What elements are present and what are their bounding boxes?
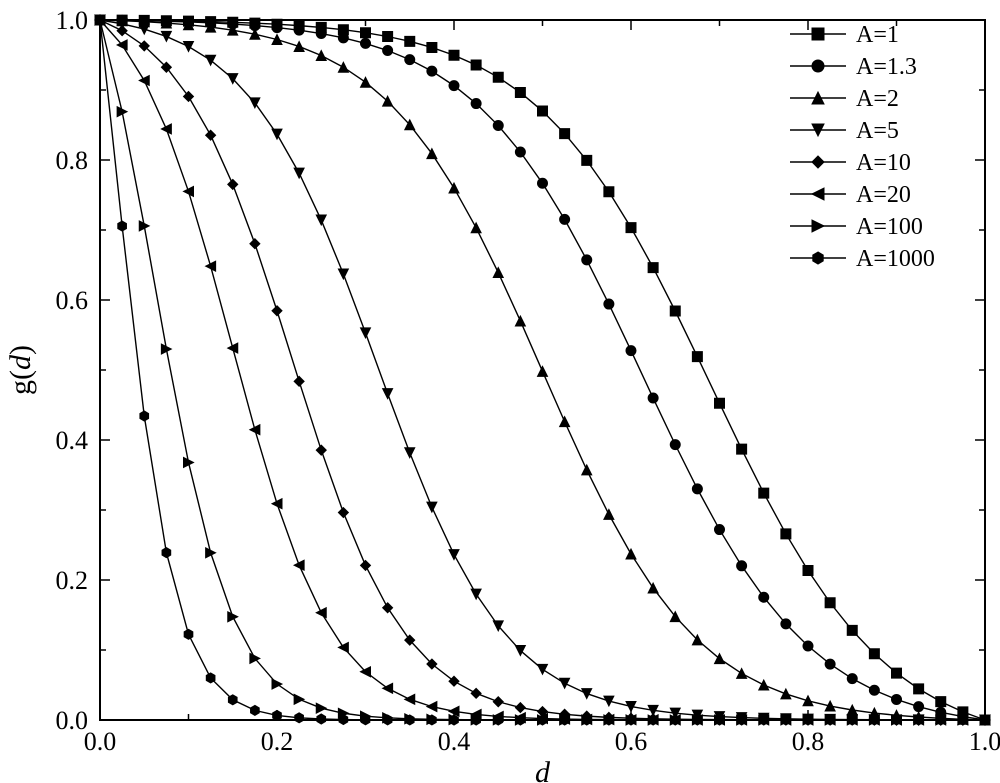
y-tick-label: 0.2 [56, 566, 89, 595]
y-tick-label: 0.8 [56, 146, 89, 175]
x-tick-label: 0.2 [261, 727, 294, 756]
x-tick-label: 1.0 [969, 727, 1000, 756]
x-tick-label: 0.6 [615, 727, 648, 756]
y-tick-label: 0.4 [56, 426, 89, 455]
legend-label: A=10 [856, 150, 911, 176]
legend-label: A=2 [856, 86, 899, 112]
x-tick-label: 0.4 [438, 727, 471, 756]
legend-label: A=5 [856, 118, 899, 144]
line-chart: 0.0 0.2 0.4 0.6 0.8 1.0 0.0 0.2 0.4 0.6 0.8 1.0 d g(d… [0, 0, 1000, 783]
y-tick-label: 0.0 [56, 706, 89, 735]
y-tick-label: 0.6 [56, 286, 89, 315]
legend-label: A=1 [856, 22, 899, 48]
y-tick-label: 1.0 [56, 6, 89, 35]
chart-container: 0.0 0.2 0.4 0.6 0.8 1.0 0.0 0.2 0.4 0.6 0.8 1.0 d g(d… [0, 0, 1000, 783]
legend-label: A=1.3 [856, 54, 917, 80]
legend-label: A=100 [856, 214, 923, 240]
x-axis-label: d [535, 756, 551, 783]
y-axis-label: g(d) [4, 345, 37, 395]
x-tick-label: 0.0 [84, 727, 117, 756]
x-tick-label: 0.8 [792, 727, 825, 756]
legend-label: A=20 [856, 182, 911, 208]
legend-label: A=1000 [856, 246, 935, 272]
